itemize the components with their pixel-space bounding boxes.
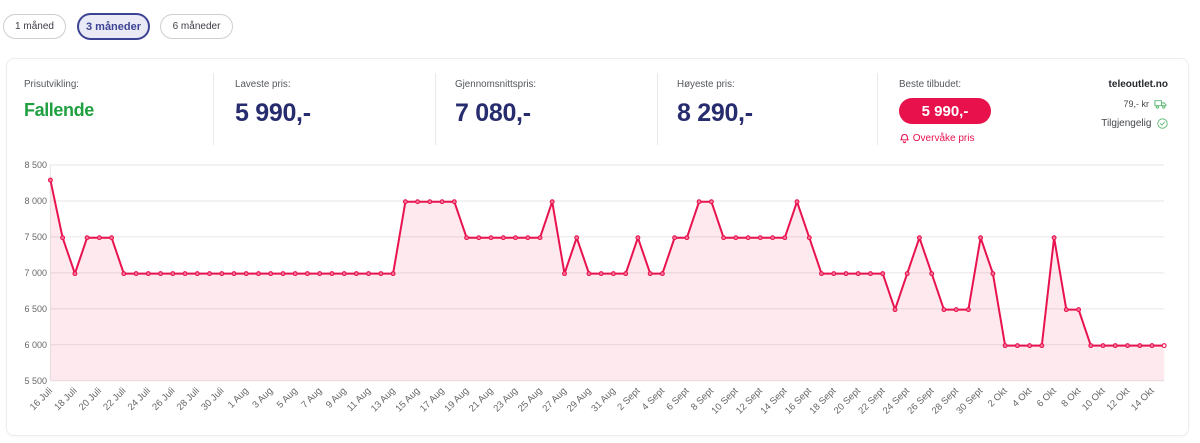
svg-text:21 Aug: 21 Aug	[467, 386, 496, 415]
svg-text:19 Aug: 19 Aug	[443, 386, 472, 415]
svg-text:6 000: 6 000	[24, 340, 47, 350]
svg-text:3 Aug: 3 Aug	[250, 386, 275, 411]
svg-text:18 Juli: 18 Juli	[52, 386, 79, 413]
svg-text:14 Okt: 14 Okt	[1129, 385, 1157, 413]
svg-text:23 Aug: 23 Aug	[491, 386, 520, 415]
svg-text:13 Aug: 13 Aug	[369, 386, 398, 415]
svg-text:17 Aug: 17 Aug	[418, 386, 447, 415]
svg-text:2 Sept: 2 Sept	[615, 385, 642, 412]
svg-text:10 Okt: 10 Okt	[1080, 385, 1108, 413]
svg-text:6 Okt: 6 Okt	[1035, 385, 1059, 409]
svg-text:7 000: 7 000	[24, 268, 47, 278]
svg-text:15 Aug: 15 Aug	[394, 386, 423, 415]
svg-text:8 000: 8 000	[24, 196, 47, 206]
svg-text:12 Okt: 12 Okt	[1105, 385, 1133, 413]
svg-text:7 500: 7 500	[24, 232, 47, 242]
svg-text:30 Juli: 30 Juli	[199, 386, 226, 413]
svg-text:27 Aug: 27 Aug	[540, 386, 569, 415]
svg-text:2 Okt: 2 Okt	[986, 385, 1010, 409]
svg-text:31 Aug: 31 Aug	[589, 386, 618, 415]
svg-text:4 Okt: 4 Okt	[1010, 385, 1034, 409]
svg-text:24 Juli: 24 Juli	[126, 386, 153, 413]
svg-text:1 Aug: 1 Aug	[226, 386, 251, 411]
svg-text:29 Aug: 29 Aug	[565, 386, 594, 415]
svg-text:7 Aug: 7 Aug	[299, 386, 324, 411]
svg-text:5 Aug: 5 Aug	[275, 386, 300, 411]
svg-text:6 500: 6 500	[24, 304, 47, 314]
svg-text:16 Juli: 16 Juli	[28, 386, 55, 413]
svg-text:25 Aug: 25 Aug	[516, 386, 545, 415]
svg-text:6 Sept: 6 Sept	[664, 385, 691, 412]
svg-text:22 Juli: 22 Juli	[101, 386, 128, 413]
svg-text:20 Juli: 20 Juli	[77, 386, 104, 413]
svg-text:26 Juli: 26 Juli	[150, 386, 177, 413]
svg-text:5 500: 5 500	[24, 376, 47, 386]
svg-text:28 Juli: 28 Juli	[175, 386, 202, 413]
svg-text:8 500: 8 500	[24, 160, 47, 170]
svg-text:30 Sept: 30 Sept	[954, 385, 985, 416]
svg-text:4 Sept: 4 Sept	[640, 385, 667, 412]
svg-text:11 Aug: 11 Aug	[345, 386, 373, 414]
